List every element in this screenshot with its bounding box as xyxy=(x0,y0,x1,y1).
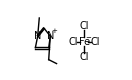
Text: −: − xyxy=(85,35,91,41)
Text: Cl: Cl xyxy=(90,37,100,47)
Text: Cl: Cl xyxy=(79,52,89,62)
Text: +: + xyxy=(52,28,58,34)
Text: Fe: Fe xyxy=(79,37,90,47)
Text: Cl: Cl xyxy=(79,21,89,31)
Text: N: N xyxy=(47,31,54,41)
Text: Cl: Cl xyxy=(68,37,78,47)
Text: N: N xyxy=(34,31,41,41)
